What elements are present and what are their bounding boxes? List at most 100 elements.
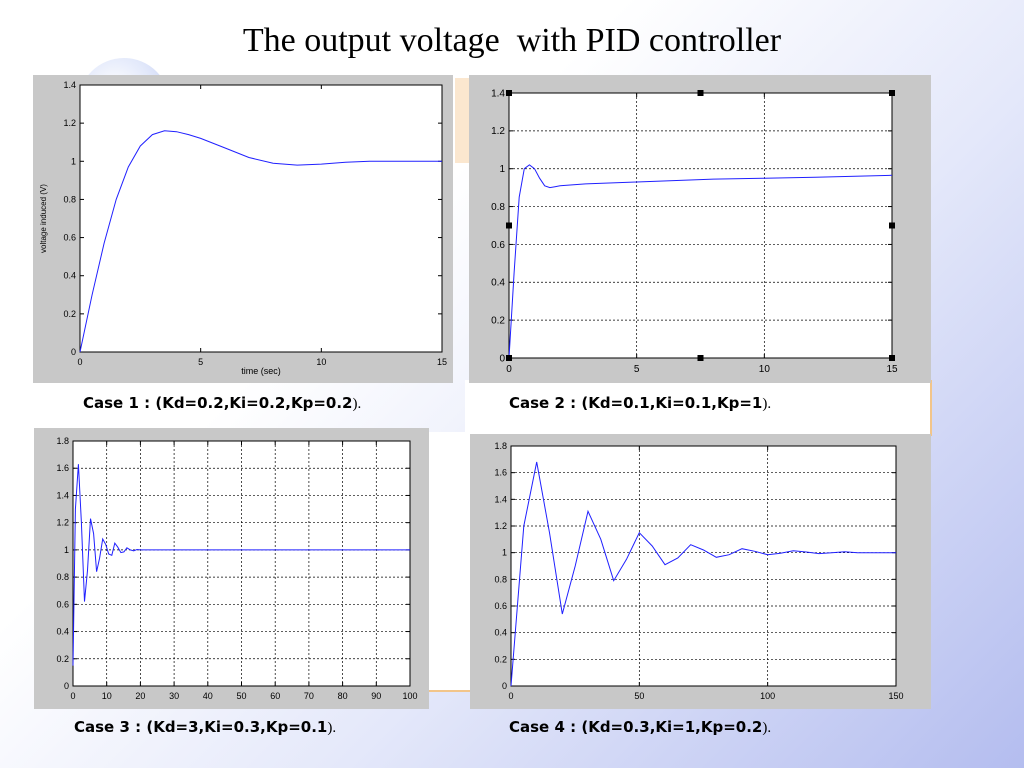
- y-tick-label: 0.8: [56, 572, 69, 582]
- caption-case-3-tail: ).: [327, 720, 337, 736]
- plot-case-3: 0 10 20 30 40 50 60 70 80 90 100 0 0.2 0.4 0.6 0.8 1 1.2 1…: [34, 428, 429, 709]
- y-tick-label: 1.2: [63, 118, 76, 128]
- caption-case-4: Case 4 : (Kd=0.3,Ki=1,Kp=0.2).: [509, 718, 771, 737]
- y-tick-label: 0.6: [63, 233, 76, 243]
- y-tick-label: 1.6: [494, 468, 507, 478]
- chart-svg: 0 50 100 150 0 0.2 0.4 0.6 0.8 1 1.2 1.4 1.6 1.8: [494, 441, 903, 701]
- x-tick-label: 90: [371, 691, 381, 701]
- x-tick-label: 70: [304, 691, 314, 701]
- caption-case-2-tail: ).: [762, 396, 772, 412]
- x-tick-label: 30: [169, 691, 179, 701]
- y-tick-label: 1.4: [63, 80, 76, 90]
- y-tick-label: 0.2: [56, 654, 69, 664]
- series-line-1: [510, 461, 896, 687]
- y-tick-label: 1.6: [56, 463, 69, 473]
- axes-box: [508, 92, 893, 359]
- x-tick-label: 10: [102, 691, 112, 701]
- chart-svg: 0 5 10 15 0 0.2 0.4 0.6 0.8 1 1.2 1.4: [491, 88, 898, 375]
- caption-case-1-tail: ).: [352, 396, 362, 412]
- x-tick-label: 0: [77, 357, 82, 367]
- caption-case-2-label: Case 2 : (Kd=0.1,Ki=0.1,Kp=1: [509, 394, 763, 412]
- x-tick-label: 100: [402, 691, 417, 701]
- y-tick-label: 0: [71, 347, 76, 357]
- decorative-caption-band: [465, 380, 932, 436]
- plot-case-4: 0 50 100 150 0 0.2 0.4 0.6 0.8 1 1.2 1.4 1.6 1.8: [470, 434, 931, 709]
- y-tick-label: 1.4: [56, 490, 69, 500]
- selection-handle: [889, 355, 895, 361]
- x-tick-label: 50: [236, 691, 246, 701]
- series-line-1: [79, 130, 442, 353]
- y-tick-label: 0.8: [63, 194, 76, 204]
- y-tick-label: 0.2: [491, 315, 505, 326]
- caption-case-1: Case 1 : (Kd=0.2,Ki=0.2,Kp=0.2).: [83, 394, 361, 413]
- decorative-side-band: [428, 432, 470, 692]
- slide-title: The output voltage with PID controller: [242, 22, 782, 59]
- plot-case-2: 0 5 10 15 0 0.2 0.4 0.6 0.8 1 1.2 1.4: [469, 75, 931, 383]
- y-tick-label: 0.8: [494, 574, 507, 584]
- y-tick-label: 0: [502, 681, 507, 691]
- y-tick-label: 1: [499, 164, 505, 175]
- x-tick-label: 60: [270, 691, 280, 701]
- x-tick-label: 0: [506, 364, 512, 375]
- caption-case-2: Case 2 : (Kd=0.1,Ki=0.1,Kp=1).: [509, 394, 771, 413]
- y-tick-label: 1.8: [56, 436, 69, 446]
- x-tick-label: 150: [888, 691, 903, 701]
- caption-case-4-tail: ).: [762, 720, 772, 736]
- y-tick-label: 0.4: [491, 278, 505, 289]
- y-tick-label: 0.8: [491, 202, 505, 213]
- y-tick-label: 0.4: [56, 627, 69, 637]
- y-tick-label: 1: [502, 548, 507, 558]
- x-axis-label: time (sec): [241, 366, 281, 376]
- x-tick-label: 15: [437, 357, 447, 367]
- x-tick-label: 20: [135, 691, 145, 701]
- x-tick-label: 40: [203, 691, 213, 701]
- y-tick-label: 0: [64, 681, 69, 691]
- x-tick-label: 100: [760, 691, 775, 701]
- y-tick-label: 0.6: [56, 599, 69, 609]
- y-tick-label: 0.6: [491, 240, 505, 251]
- y-tick-label: 1.4: [491, 88, 505, 99]
- selection-handle: [697, 90, 704, 96]
- axes-box: [79, 84, 443, 353]
- x-tick-label: 10: [316, 357, 326, 367]
- x-tick-label: 10: [759, 364, 771, 375]
- selection-handle: [889, 90, 895, 96]
- decorative-orange-strip: [455, 78, 469, 163]
- plot-case-1: 0 5 10 15 0 0.2 0.4 0.6 0.8 1 1.2 1.4 time (sec) volt…: [33, 75, 453, 383]
- y-tick-label: 0.6: [494, 601, 507, 611]
- y-tick-label: 0: [499, 353, 505, 364]
- y-tick-label: 1.2: [494, 521, 507, 531]
- chart-svg: 0 10 20 30 40 50 60 70 80 90 100 0 0.2 0.4 0.6 0.8 1 1.2 1…: [56, 436, 417, 701]
- caption-case-1-label: Case 1 : (Kd=0.2,Ki=0.2,Kp=0.2: [83, 394, 353, 412]
- selection-handle: [889, 222, 895, 229]
- x-tick-label: 50: [634, 691, 644, 701]
- y-tick-label: 1.2: [491, 126, 505, 137]
- selection-handle: [697, 355, 704, 361]
- selection-handle: [506, 90, 512, 96]
- selection-handle: [506, 222, 512, 229]
- series-line-1: [508, 164, 893, 359]
- y-tick-label: 0.4: [494, 628, 507, 638]
- x-tick-label: 0: [508, 691, 513, 701]
- y-tick-label: 1: [71, 156, 76, 166]
- x-tick-label: 5: [634, 364, 640, 375]
- chart-svg: 0 5 10 15 0 0.2 0.4 0.6 0.8 1 1.2 1.4 time (sec) volt…: [39, 80, 447, 376]
- caption-case-4-label: Case 4 : (Kd=0.3,Ki=1,Kp=0.2: [509, 718, 763, 736]
- y-tick-label: 1.2: [56, 518, 69, 528]
- x-tick-label: 80: [338, 691, 348, 701]
- caption-case-3: Case 3 : (Kd=3,Ki=0.3,Kp=0.1).: [74, 718, 336, 737]
- y-tick-label: 0.4: [63, 271, 76, 281]
- axes-box: [510, 445, 897, 687]
- x-tick-label: 0: [70, 691, 75, 701]
- y-tick-label: 0.2: [494, 654, 507, 664]
- y-tick-label: 0.2: [63, 309, 76, 319]
- x-tick-label: 15: [886, 364, 898, 375]
- selection-handle: [506, 355, 512, 361]
- y-tick-label: 1: [64, 545, 69, 555]
- caption-case-3-label: Case 3 : (Kd=3,Ki=0.3,Kp=0.1: [74, 718, 328, 736]
- series-line-1: [72, 464, 410, 666]
- x-tick-label: 5: [198, 357, 203, 367]
- y-axis-label: voltage induced (V): [39, 184, 48, 253]
- y-tick-label: 1.8: [494, 441, 507, 451]
- y-tick-label: 1.4: [494, 494, 507, 504]
